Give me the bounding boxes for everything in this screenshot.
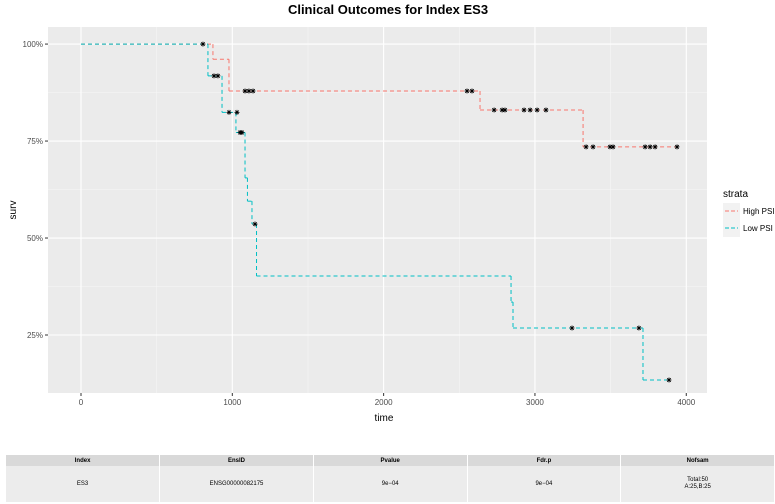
censor-mark	[215, 73, 221, 79]
y-tick-label: 50%	[27, 234, 43, 243]
censor-mark	[527, 107, 533, 113]
censor-mark	[569, 325, 575, 331]
cell-line: Total:50	[687, 477, 709, 483]
legend-label: Low PSI	[743, 224, 773, 233]
censor-mark	[590, 144, 596, 150]
censor-mark	[674, 144, 680, 150]
chart-title: Clinical Outcomes for Index ES3	[288, 2, 488, 17]
censor-mark	[239, 130, 245, 136]
censor-mark	[666, 377, 672, 383]
censor-mark	[502, 107, 508, 113]
censor-mark	[246, 88, 252, 94]
censor-mark	[521, 107, 527, 113]
info-table: Index EnsID Pvalue Fdr.p Nofsam ES3 ENSG…	[6, 455, 775, 502]
x-tick-label: 1000	[223, 398, 241, 407]
y-tick-label: 100%	[23, 40, 43, 49]
cell: ENSG00000082175	[159, 466, 314, 502]
censor-mark	[252, 221, 258, 227]
censor-mark	[499, 107, 505, 113]
censor-mark	[250, 88, 256, 94]
header-row: Index EnsID Pvalue Fdr.p Nofsam	[6, 455, 775, 466]
cell: ES3	[6, 466, 161, 502]
censor-mark	[491, 107, 497, 113]
legend-label: High PSI	[743, 207, 775, 216]
header-cell: Pvalue	[313, 455, 468, 466]
censor-mark	[636, 325, 642, 331]
censor-mark	[583, 144, 589, 150]
legend-title: strata	[723, 189, 748, 200]
censor-mark	[642, 144, 648, 150]
censor-mark	[607, 144, 613, 150]
y-axis-label: surv	[8, 201, 19, 220]
censor-mark	[647, 144, 653, 150]
cell: 9e−04	[467, 466, 622, 502]
cell: 9e−04	[313, 466, 468, 502]
plot-panel	[48, 27, 707, 393]
censor-mark	[610, 144, 616, 150]
header-cell: Fdr.p	[467, 455, 622, 466]
censor-mark	[226, 109, 232, 115]
y-tick-label: 75%	[27, 137, 43, 146]
censor-mark	[200, 41, 206, 47]
data-row: ES3 ENSG00000082175 9e−04 9e−04 Total:50…	[6, 466, 775, 502]
censor-mark	[543, 107, 549, 113]
header-cell: Nofsam	[620, 455, 775, 466]
x-tick-label: 2000	[375, 398, 393, 407]
x-tick-label: 3000	[526, 398, 544, 407]
x-tick-label: 4000	[677, 398, 695, 407]
censor-mark	[652, 144, 658, 150]
y-tick-label: 25%	[27, 331, 43, 340]
censor-mark	[469, 88, 475, 94]
censor-mark	[234, 109, 240, 115]
x-tick-label: 0	[79, 398, 84, 407]
censor-mark	[211, 73, 217, 79]
header-cell: EnsID	[159, 455, 314, 466]
x-axis-label: time	[375, 413, 394, 424]
cell-line: A:25,B:25	[684, 484, 711, 490]
censor-mark	[242, 88, 248, 94]
censor-mark	[534, 107, 540, 113]
header-cell: Index	[6, 455, 161, 466]
cell: Total:50 A:25,B:25	[620, 466, 775, 502]
censor-mark	[464, 88, 470, 94]
chart: Clinical Outcomes for Index ES3 time sur…	[8, 2, 775, 424]
